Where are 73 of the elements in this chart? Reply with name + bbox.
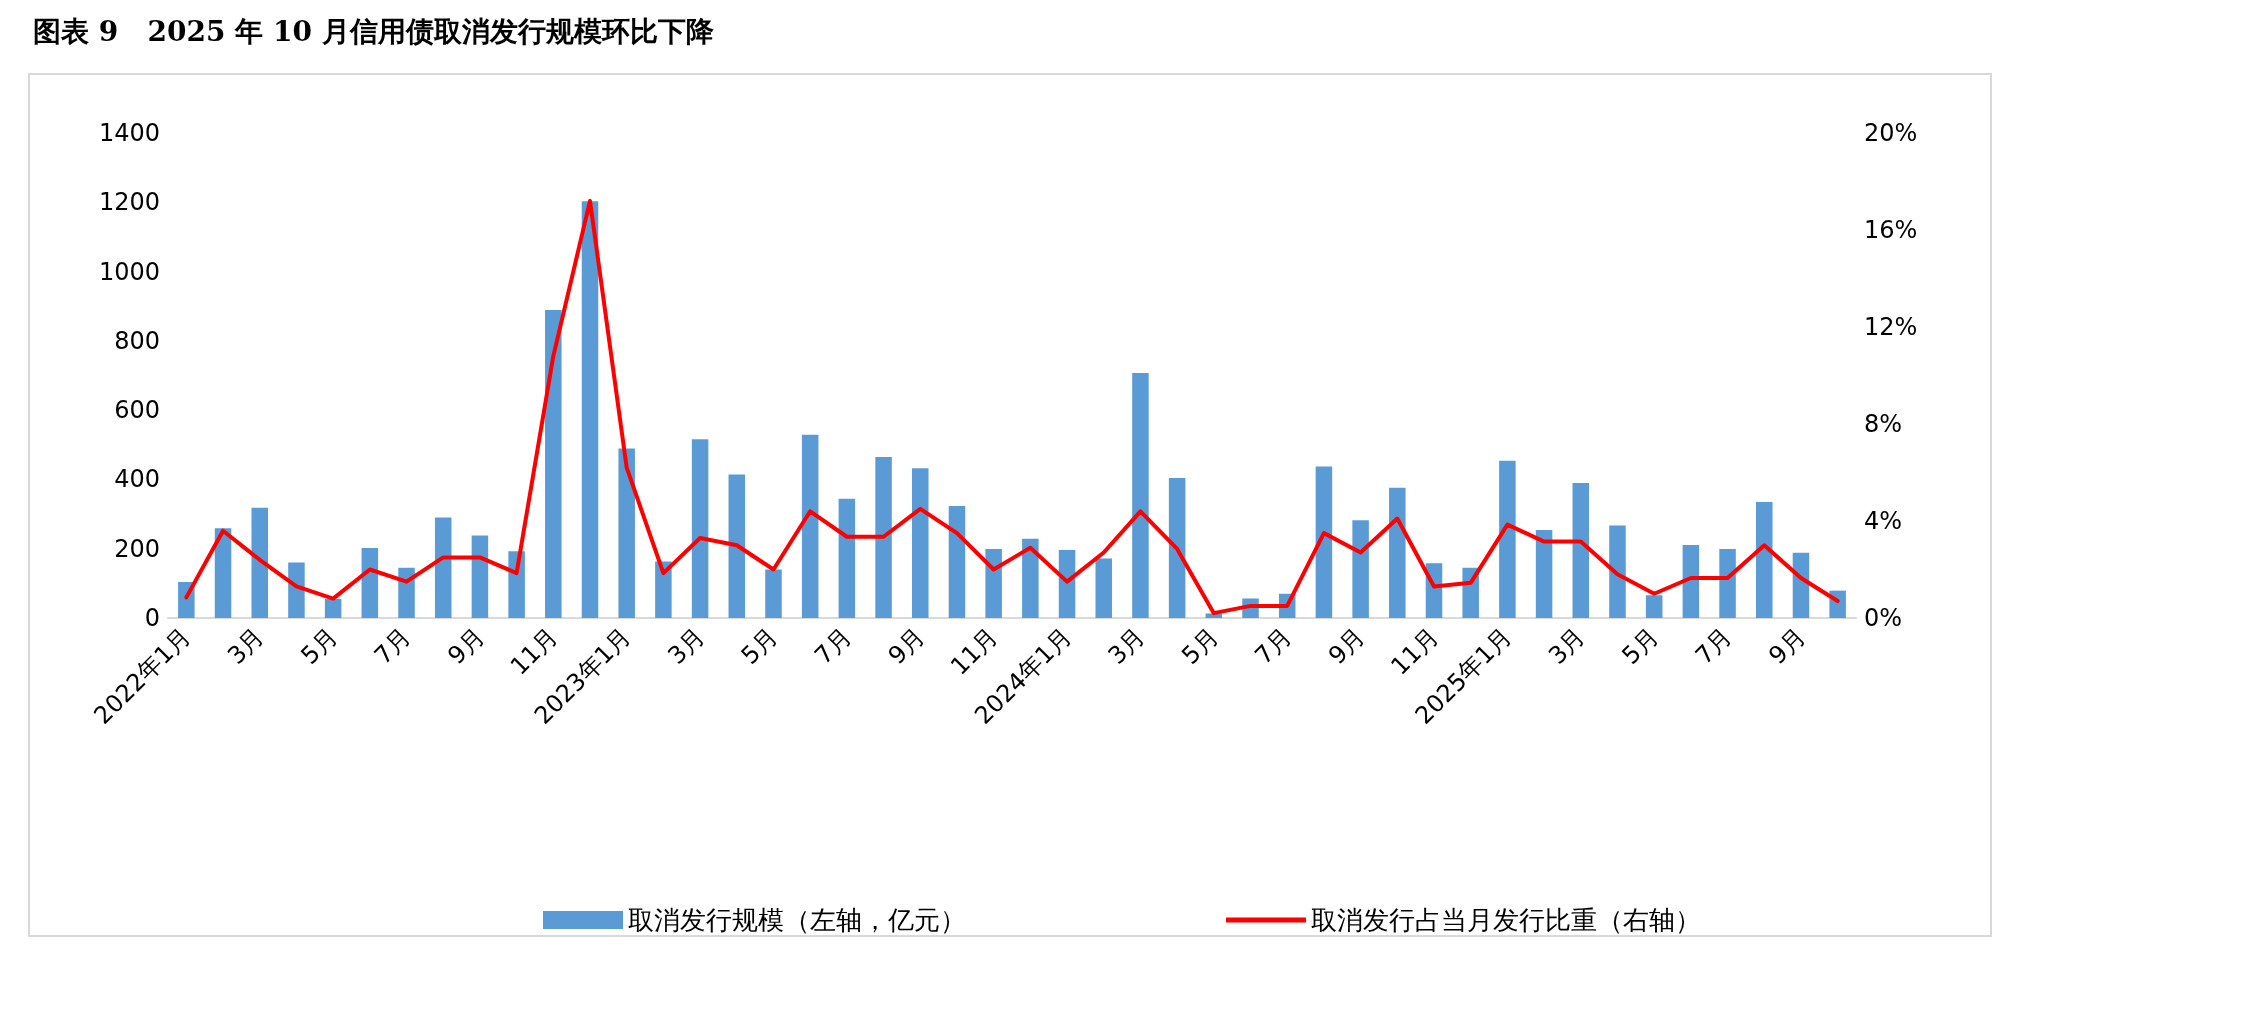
y-tick-label: 200	[114, 534, 160, 563]
x-tick-label: 11月	[504, 622, 564, 681]
bar	[1609, 525, 1626, 618]
legend-label: 取消发行规模（左轴，亿元）	[628, 905, 966, 935]
bar	[1719, 549, 1736, 618]
y-tick-label: 400	[114, 465, 160, 494]
y-tick-label: 1000	[98, 257, 160, 286]
bar	[765, 569, 782, 618]
x-tick-label: 5月	[735, 622, 784, 670]
bar	[728, 474, 746, 618]
bar	[1315, 466, 1333, 618]
x-tick-label: 7月	[368, 622, 417, 670]
x-tick-label: 9月	[882, 622, 931, 670]
bar	[1756, 501, 1773, 618]
y-tick-label: 1200	[98, 188, 160, 217]
bar	[1132, 373, 1149, 618]
legend-label: 取消发行占当月发行比重（右轴）	[1311, 905, 1701, 935]
y2-tick-label: 8%	[1864, 410, 1903, 438]
y2-tick-label: 0%	[1864, 604, 1903, 632]
chart-title: 图表 9 2025 年 10 月信用债取消发行规模环比下降	[33, 14, 714, 48]
bar	[691, 439, 709, 618]
bar	[434, 517, 452, 618]
x-tick-label: 3月	[222, 622, 270, 670]
bar	[948, 506, 966, 618]
bar	[801, 434, 819, 618]
bar	[1058, 550, 1076, 618]
bar	[838, 498, 856, 618]
bar	[1352, 520, 1369, 618]
bar	[398, 567, 415, 618]
x-tick-label: 7月	[1689, 622, 1738, 670]
y2-tick-label: 20%	[1864, 119, 1918, 147]
bar	[545, 310, 562, 618]
bar	[1022, 538, 1039, 618]
x-tick-label: 7月	[809, 622, 857, 670]
y2-tick-label: 16%	[1864, 216, 1918, 244]
bar	[1572, 482, 1590, 618]
x-tick-label: 5月	[295, 622, 344, 670]
x-tick-label: 11月	[945, 622, 1004, 681]
bar	[1645, 595, 1663, 618]
bar	[1095, 558, 1112, 618]
bar	[875, 456, 892, 618]
bar	[471, 535, 489, 618]
bar	[288, 562, 305, 618]
x-tick-label: 3月	[662, 622, 710, 670]
bar	[581, 201, 599, 618]
bar	[1535, 530, 1553, 618]
y-tick-label: 0	[144, 604, 160, 632]
bar	[324, 598, 342, 618]
x-tick-label: 11月	[1385, 622, 1444, 681]
bar	[1389, 487, 1406, 618]
y2-tick-label: 12%	[1864, 313, 1918, 341]
x-tick-label: 3月	[1102, 622, 1151, 670]
bar	[618, 448, 635, 618]
bar	[1168, 478, 1186, 618]
x-tick-label: 3月	[1543, 622, 1591, 670]
x-tick-label: 9月	[1322, 622, 1371, 670]
x-tick-label: 5月	[1176, 622, 1224, 670]
x-tick-label: 9月	[442, 622, 490, 670]
y2-tick-label: 4%	[1864, 507, 1903, 535]
x-tick-label: 5月	[1616, 622, 1665, 670]
bar	[912, 468, 929, 618]
y-tick-label: 1400	[98, 119, 160, 147]
x-tick-label: 7月	[1249, 622, 1298, 670]
bar	[985, 549, 1002, 618]
bar	[1499, 460, 1516, 618]
line-series	[184, 198, 1840, 616]
bar	[251, 507, 268, 618]
bar	[1682, 544, 1700, 618]
bar	[214, 528, 232, 618]
x-tick-label: 9月	[1763, 622, 1811, 670]
y-tick-label: 800	[114, 326, 160, 355]
y-tick-label: 600	[114, 396, 160, 425]
bar	[361, 548, 379, 618]
